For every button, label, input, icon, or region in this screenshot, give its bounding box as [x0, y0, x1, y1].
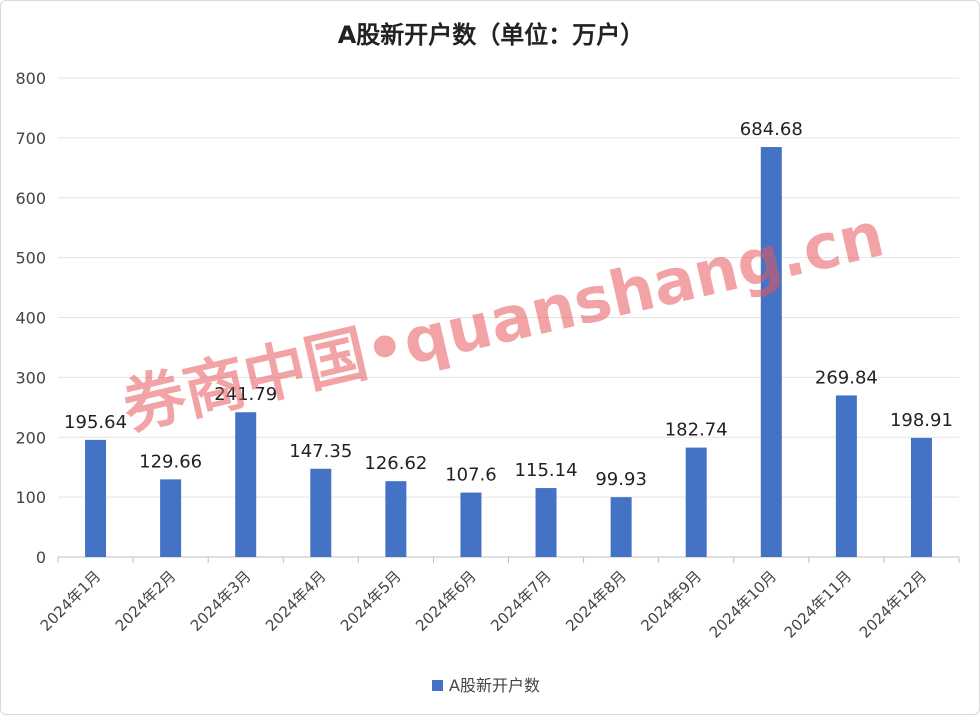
bar — [685, 447, 707, 557]
x-tick-label: 2024年4月 — [262, 567, 330, 635]
bar — [835, 395, 857, 557]
data-label: 99.93 — [595, 469, 647, 490]
y-tick-label: 300 — [15, 368, 46, 387]
x-tick-label: 2024年5月 — [337, 567, 405, 635]
x-tick-label: 2024年12月 — [856, 567, 930, 641]
data-label: 195.64 — [64, 412, 127, 433]
y-tick-label: 400 — [15, 309, 46, 328]
y-tick-label: 500 — [15, 249, 46, 268]
data-label: 129.66 — [139, 451, 202, 472]
bar — [910, 437, 932, 557]
y-tick-label: 100 — [15, 488, 46, 507]
x-tick-label: 2024年9月 — [637, 567, 705, 635]
data-label: 107.6 — [445, 465, 497, 486]
x-tick-label: 2024年6月 — [412, 567, 480, 635]
data-label: 182.74 — [665, 420, 728, 441]
chart-title: A股新开户数（单位：万户） — [338, 21, 645, 49]
y-tick-label: 800 — [15, 69, 46, 88]
data-label: 126.62 — [364, 453, 427, 474]
bar — [760, 147, 782, 557]
bar — [460, 492, 482, 557]
legend: A股新开户数 — [432, 676, 540, 695]
grid-lines — [58, 77, 959, 558]
data-label: 269.84 — [815, 367, 878, 388]
y-tick-label: 600 — [15, 189, 46, 208]
bar — [85, 439, 107, 557]
x-tick-label: 2024年11月 — [781, 567, 855, 641]
bar — [160, 479, 182, 557]
bar — [535, 488, 557, 557]
bar — [610, 497, 632, 557]
x-tick-label: 2024年2月 — [112, 567, 180, 635]
data-label: 198.91 — [890, 410, 953, 431]
bar — [310, 468, 332, 557]
x-tick-label: 2024年10月 — [706, 567, 780, 641]
x-tick-label: 2024年7月 — [487, 567, 555, 635]
x-axis-ticks: 2024年1月 2024年2月 2024年3月 2024年4月 2024年5月 2024年… — [37, 557, 960, 642]
y-tick-label: 0 — [36, 548, 46, 567]
bar — [385, 481, 407, 557]
bars — [85, 147, 932, 557]
legend-label: A股新开户数 — [449, 676, 540, 695]
data-label: 147.35 — [289, 441, 352, 462]
data-label: 684.68 — [740, 119, 803, 140]
data-label: 115.14 — [515, 460, 578, 481]
data-label: 241.79 — [214, 384, 277, 405]
x-tick-label: 2024年1月 — [37, 567, 105, 635]
y-tick-label: 200 — [15, 428, 46, 447]
y-tick-label: 700 — [15, 129, 46, 148]
bar — [235, 412, 257, 557]
x-tick-label: 2024年8月 — [562, 567, 630, 635]
x-tick-label: 2024年3月 — [187, 567, 255, 635]
y-axis-ticks: 0 100 200 300 400 500 600 700 800 — [15, 69, 46, 567]
data-labels: 195.64 129.66 241.79 147.35 126.62 107.6 115.1… — [64, 119, 953, 490]
legend-swatch — [432, 680, 443, 691]
